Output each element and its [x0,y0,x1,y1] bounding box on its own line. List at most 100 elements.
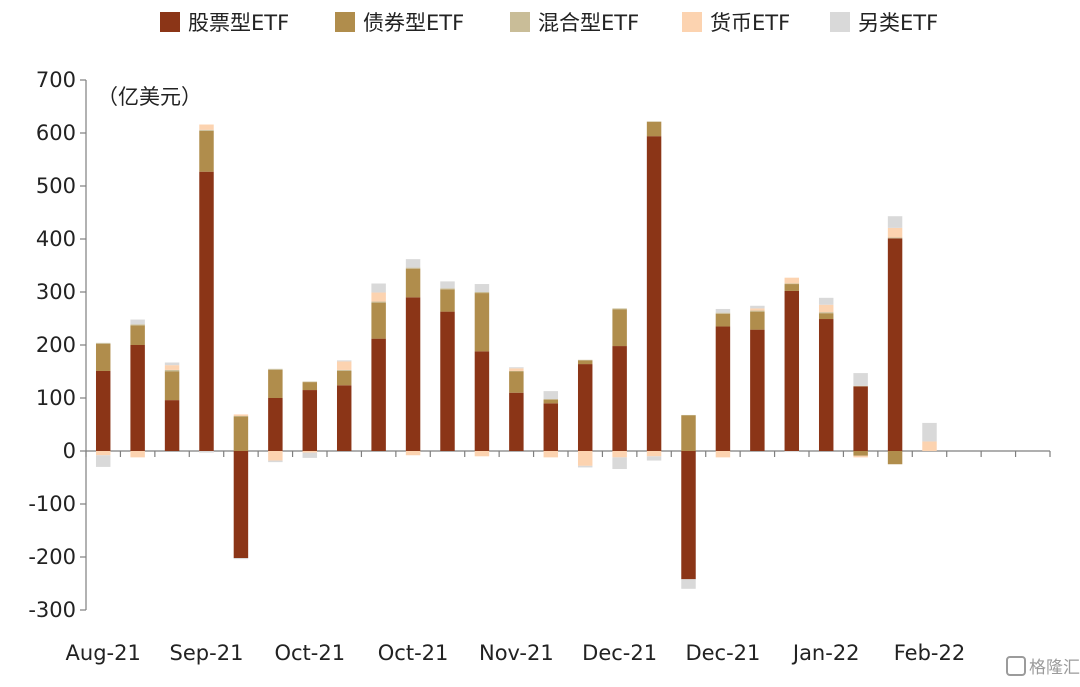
bar-segment-s4-c13 [509,368,524,371]
bar-segment-s3-c13 [509,370,524,372]
bar-segment-s2-c13 [509,371,524,393]
bar-segment-s2-c6 [268,369,283,398]
bar-segment-s5-c14 [543,391,559,400]
y-tick-label: 300 [36,280,76,304]
axes: 700 600 500 400 300 200 100 0 -100 -200 -300 [28,68,1051,622]
y-tick-label: 100 [36,386,76,410]
bar-segment-s2-c4 [199,130,214,172]
bar-segment-s5-c15 [577,465,593,468]
bar-segment-s2-c15 [577,360,593,365]
bar-segment-s1-c23 [853,386,868,451]
bar-segment-s4-c19 [715,451,731,458]
bar-segment-s4-c12 [474,451,490,457]
bar-segment-s4-c4 [199,124,214,130]
bar-segment-s5-c20 [750,305,765,309]
bar-segment-s4-c1 [95,451,111,456]
legend-label-2: 债券型ETF [363,11,464,35]
bar-segment-s1-c16 [612,346,627,451]
bar-segment-s5-c12 [474,284,490,292]
bar-segment-s5-c11 [440,281,455,289]
bar-segment-s2-c2 [130,325,145,345]
bar-segment-s2-c23 [853,451,868,456]
unit-label: （亿美元） [97,85,202,109]
x-tick-labels: Aug-21 Sep-21 Oct-21 Oct-21 Nov-21 Dec-21 Dec-… [66,641,966,665]
bar-segment-s2-c7 [302,382,318,391]
bar-segment-s5-c21 [784,451,800,453]
bar-segment-s3-c22 [818,312,834,314]
bar-segment-s3-c10 [405,267,421,269]
bar-segment-s2-c12 [474,293,490,352]
bar-segment-s1-c2 [130,345,145,451]
bar-segment-s2-c5 [233,416,249,451]
bar-segment-s3-c9 [371,301,386,303]
bar-segment-s1-c21 [784,290,800,451]
bar-segment-s1-c6 [268,398,283,451]
bar-segment-s4-c15 [577,451,593,466]
bar-segment-s5-c5 [233,558,249,560]
bar-segment-s3-c5 [233,416,249,417]
bar-segment-s1-c13 [509,392,524,451]
bar-segment-s2-c21 [784,284,800,291]
bar-segment-s2-c14 [543,399,559,404]
bar-segment-s5-c16 [612,457,627,470]
bar-segment-s4-c9 [371,292,386,302]
bar-segment-s1-c14 [543,403,559,451]
x-tick-label: Aug-21 [66,641,141,665]
bar-segment-s2-c16 [612,309,627,347]
legend-swatch-1 [160,12,180,32]
bar-segment-s1-c24 [887,238,903,451]
bar-segment-s3-c11 [440,288,455,290]
bar-segment-s5-c1 [95,455,111,467]
bar-segment-s5-c25 [922,422,937,442]
bar-segment-s1-c8 [336,385,352,451]
bar-segment-s2-c20 [750,311,765,330]
bar-segment-s3-c7 [302,381,318,383]
bar-segment-s4-c25 [922,441,937,451]
bar-segment-s3-c1 [95,342,111,344]
watermark-text: 格隆汇 [1029,658,1080,678]
bar-segment-s5-c3 [164,362,180,366]
bar-segment-s1-c22 [818,319,834,451]
legend-label-4: 货币ETF [710,11,790,35]
bar-segment-s3-c15 [577,359,593,361]
bar-segment-s2-c8 [336,370,352,386]
bars [95,121,937,589]
bar-segment-s5-c22 [818,297,834,305]
bar-segment-s5-c19 [715,308,731,313]
x-tick-label: Oct-21 [274,641,345,665]
bar-segment-s1-c12 [474,351,490,451]
bar-segment-s3-c3 [164,369,180,372]
bar-segment-s5-c9 [371,283,386,293]
bar-segment-s3-c17 [646,121,662,122]
y-tick-label: 0 [63,439,76,463]
bar-segment-s3-c20 [750,310,765,312]
bar-segment-s5-c7 [302,452,318,458]
bar-segment-s5-c2 [130,319,145,325]
bar-segment-s4-c23 [853,455,868,458]
bar-segment-s4-c8 [336,361,352,370]
bar-segment-s3-c6 [268,368,283,370]
bar-segment-s2-c10 [405,268,421,298]
bar-segment-s3-c18 [681,414,696,416]
bar-segment-s4-c17 [646,451,662,457]
bar-segment-s1-c15 [577,364,593,451]
bar-segment-s4-c3 [164,365,180,370]
bar-segment-s5-c4 [199,451,214,453]
x-tick-label: Feb-22 [894,641,965,665]
bar-segment-s4-c2 [130,451,145,458]
bar-segment-s2-c18 [681,415,696,451]
bar-segment-s2-c11 [440,289,455,312]
bar-segment-s5-c18 [681,579,696,589]
bar-segment-s3-c19 [715,312,731,314]
legend: 股票型ETF 债券型ETF 混合型ETF 货币ETF 另类ETF [160,11,938,35]
bar-segment-s5-c13 [509,367,524,369]
watermark-logo-icon [1006,656,1026,676]
bar-segment-s4-c24 [887,227,903,238]
x-tick-label: Oct-21 [378,641,449,665]
bar-segment-s1-c11 [440,311,455,451]
bar-segment-s4-c21 [784,277,800,284]
bar-segment-s5-c10 [405,259,421,268]
bar-segment-s4-c10 [405,451,421,456]
